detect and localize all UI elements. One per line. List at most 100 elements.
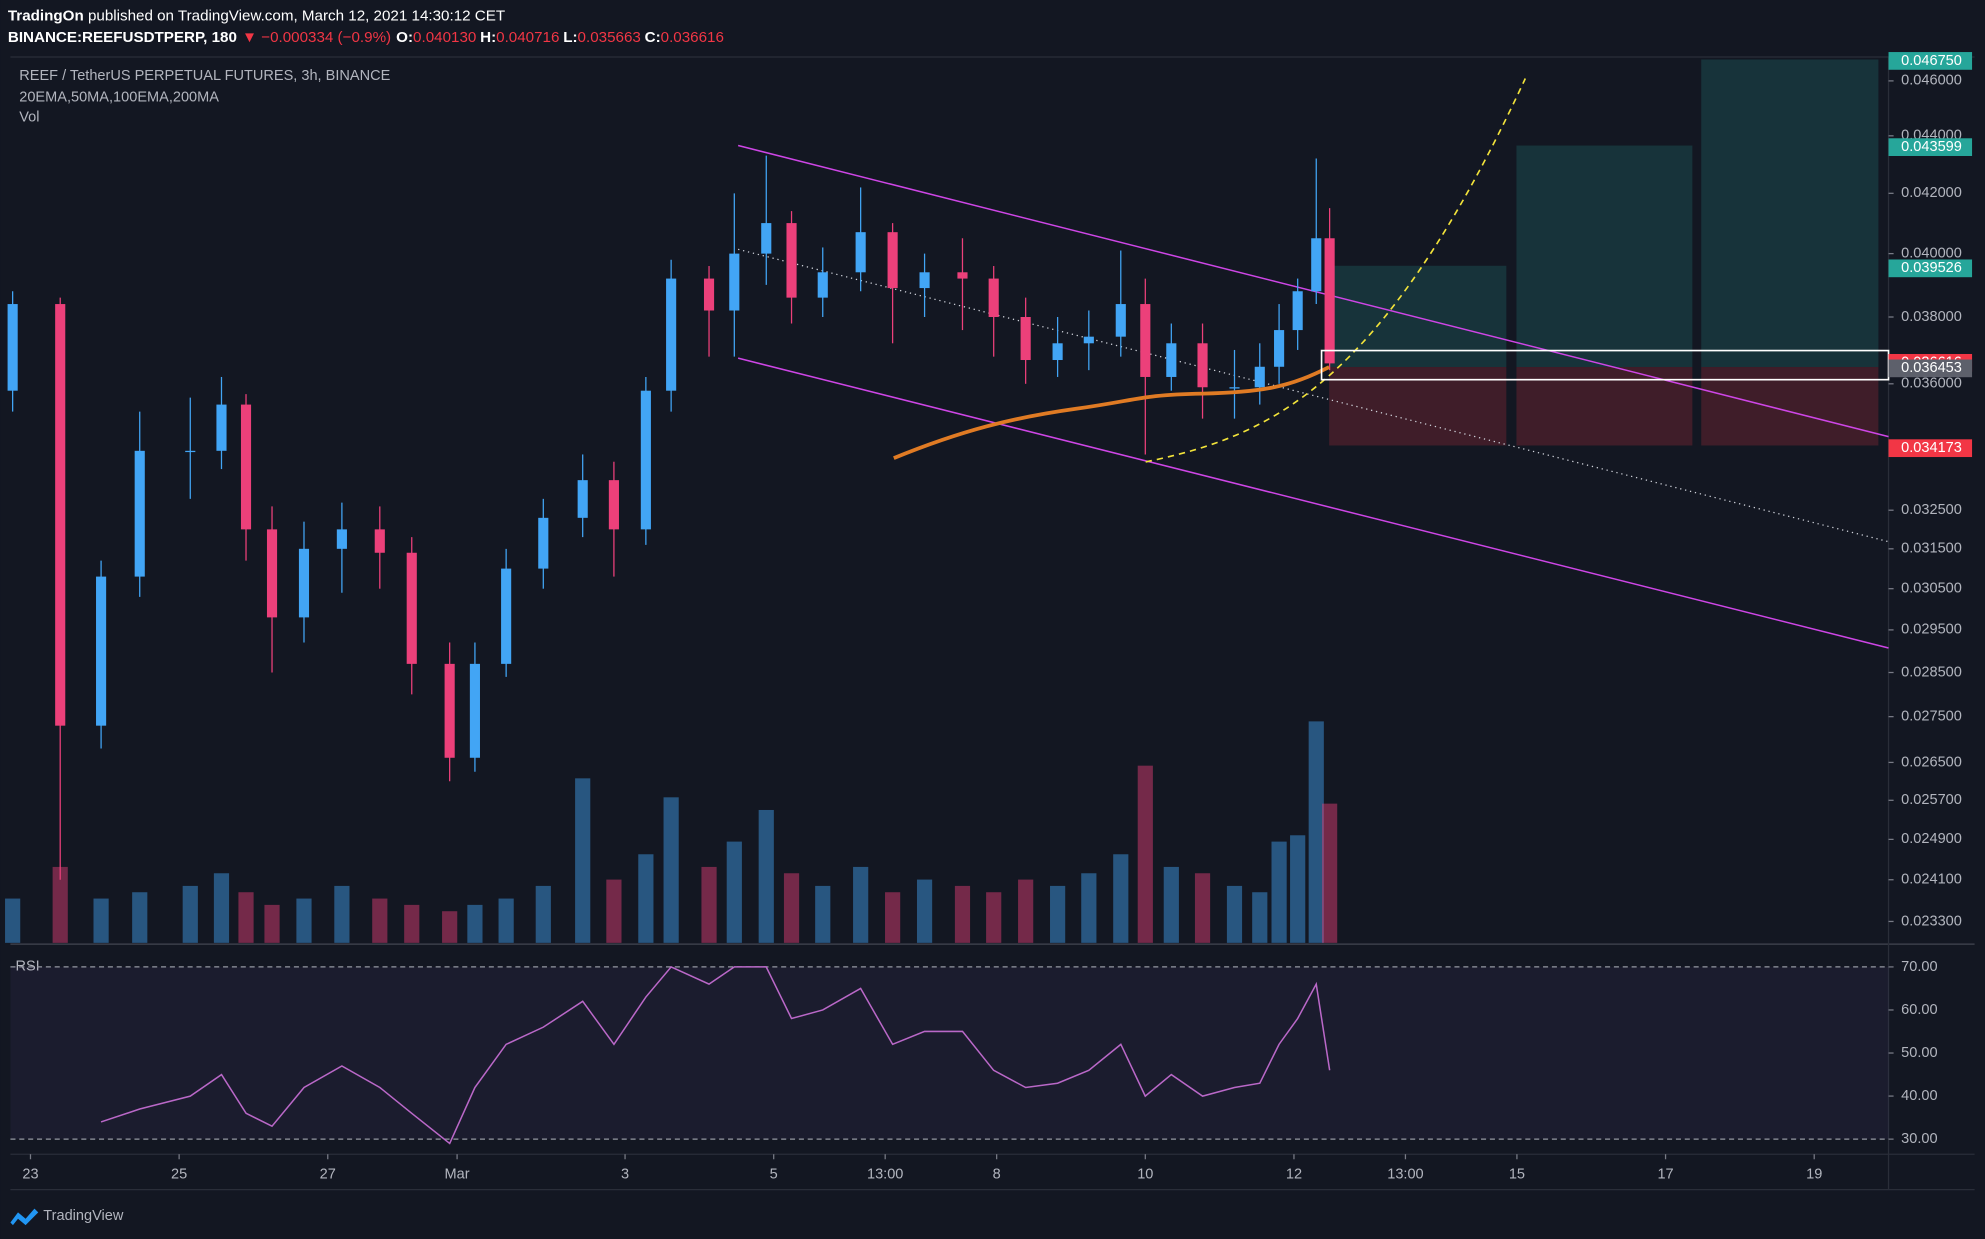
- volume-bar: [5, 898, 21, 943]
- moving-average: [893, 365, 1330, 460]
- volume-bar: [1290, 835, 1306, 943]
- candle-body: [919, 272, 930, 289]
- x-tick-label: 23: [22, 1166, 38, 1182]
- candle-body: [1274, 330, 1285, 367]
- volume-bar: [606, 879, 622, 943]
- x-tick-label: 25: [171, 1166, 187, 1182]
- rsi-tick-label: 50.00: [1901, 1045, 1937, 1061]
- x-tick-label: 17: [1657, 1166, 1673, 1182]
- candle-body: [577, 480, 588, 518]
- volume-bar: [296, 898, 312, 943]
- candle-body: [96, 576, 107, 726]
- y-tick-label: 0.046000: [1901, 73, 1962, 89]
- candle-body: [1020, 316, 1031, 361]
- mid-line: [737, 248, 1889, 543]
- rsi-tick-label: 60.00: [1901, 1002, 1937, 1018]
- volume-bar: [442, 911, 458, 943]
- volume-bar: [638, 854, 654, 943]
- rsi-line: [100, 965, 1331, 1145]
- price-badge-label: 0.046750: [1901, 53, 1962, 69]
- candle-body: [1292, 291, 1303, 331]
- candle-body: [666, 278, 677, 391]
- candles: [7, 155, 1335, 880]
- rsi-tick-label: 30.00: [1901, 1131, 1937, 1147]
- volume-bar: [498, 898, 514, 943]
- volume-bar: [986, 892, 1002, 943]
- y-tick-label: 0.023300: [1901, 913, 1962, 929]
- x-tick-label: 27: [320, 1166, 336, 1182]
- volume-bar: [575, 778, 591, 943]
- candle-body: [1254, 366, 1265, 388]
- volume-bar: [916, 879, 933, 943]
- x-tick-label: Mar: [445, 1166, 470, 1182]
- y-tick-label: 0.042000: [1901, 185, 1962, 201]
- logo: TradingView: [10, 1208, 124, 1226]
- candle-body: [240, 404, 252, 530]
- volume-bar: [1081, 873, 1097, 943]
- x-tick-label: 13:00: [1387, 1166, 1423, 1182]
- y-tick-label: 0.025700: [1901, 792, 1962, 808]
- volume-bar: [52, 866, 68, 943]
- volume-bar: [132, 892, 148, 943]
- volume-bar: [954, 885, 971, 943]
- volume-bar: [238, 892, 254, 943]
- price-badge-label: 0.039526: [1901, 260, 1962, 276]
- candle-body: [538, 517, 549, 569]
- candle-body: [469, 663, 480, 758]
- indicators: 20EMA,50MA,100EMA,200MA: [19, 89, 219, 105]
- y-tick-label: 0.024900: [1901, 831, 1962, 847]
- volume-bar: [535, 885, 551, 943]
- price-badge: [1888, 259, 1973, 278]
- x-tick-label: 10: [1137, 1166, 1153, 1182]
- volume-bar: [1308, 721, 1324, 943]
- ohlc-value: 0.036616: [661, 29, 724, 46]
- footer-brand: TradingView: [43, 1208, 124, 1224]
- volume-bar: [815, 885, 831, 943]
- candle-body: [957, 272, 968, 279]
- candle-body: [988, 278, 999, 317]
- volume-bar: [1194, 873, 1211, 943]
- candle-body: [1229, 387, 1240, 389]
- profit-zone: [1701, 59, 1879, 368]
- rsi-band: [10, 966, 1889, 1140]
- loss-zone: [1329, 367, 1507, 446]
- y-tick-label: 0.026500: [1901, 754, 1962, 770]
- x-tick-label: 3: [621, 1166, 629, 1182]
- x-tick-label: 8: [993, 1166, 1001, 1182]
- y-tick-label: 0.038000: [1901, 309, 1962, 325]
- y-tick-label: 0.029500: [1901, 622, 1962, 638]
- volume-bar: [1163, 866, 1179, 943]
- rsi-tick-label: 70.00: [1901, 959, 1937, 975]
- ohlc-key: H:: [480, 29, 496, 46]
- candle-body: [1115, 304, 1126, 337]
- candle-body: [1324, 238, 1335, 364]
- candle-body: [7, 304, 18, 391]
- volume-bar: [726, 841, 742, 943]
- price-badge-label: 0.034173: [1901, 440, 1962, 456]
- volume-label: Vol: [19, 110, 39, 126]
- volume-bar: [885, 892, 901, 943]
- volume-bar: [467, 904, 483, 943]
- y-tick-label: 0.027500: [1901, 708, 1962, 724]
- candle-body: [1166, 343, 1177, 377]
- volume-bar: [1271, 841, 1287, 943]
- candle-body: [374, 529, 385, 553]
- ohlc-key: O:: [396, 29, 413, 46]
- volume-bar: [264, 904, 280, 943]
- header-line: TradingOn published on TradingView.com, …: [8, 7, 505, 24]
- y-tick-label: 0.031500: [1901, 541, 1962, 557]
- candle-body: [134, 450, 145, 577]
- volume-bar: [1322, 803, 1338, 943]
- volume-bar: [1137, 765, 1153, 943]
- ohlc-value: 0.035663: [578, 29, 641, 46]
- chart-title: REEF / TetherUS PERPETUAL FUTURES, 3h, B…: [19, 68, 390, 84]
- x-tick-label: 5: [770, 1166, 778, 1182]
- volume-layer: [5, 721, 1338, 943]
- loss-zone: [1516, 367, 1693, 446]
- price-badge: [1888, 439, 1973, 458]
- volume-bar: [93, 898, 109, 943]
- candle-body: [703, 278, 715, 311]
- price-badge: [1888, 52, 1973, 70]
- ohlc-value: 0.040130: [413, 29, 476, 46]
